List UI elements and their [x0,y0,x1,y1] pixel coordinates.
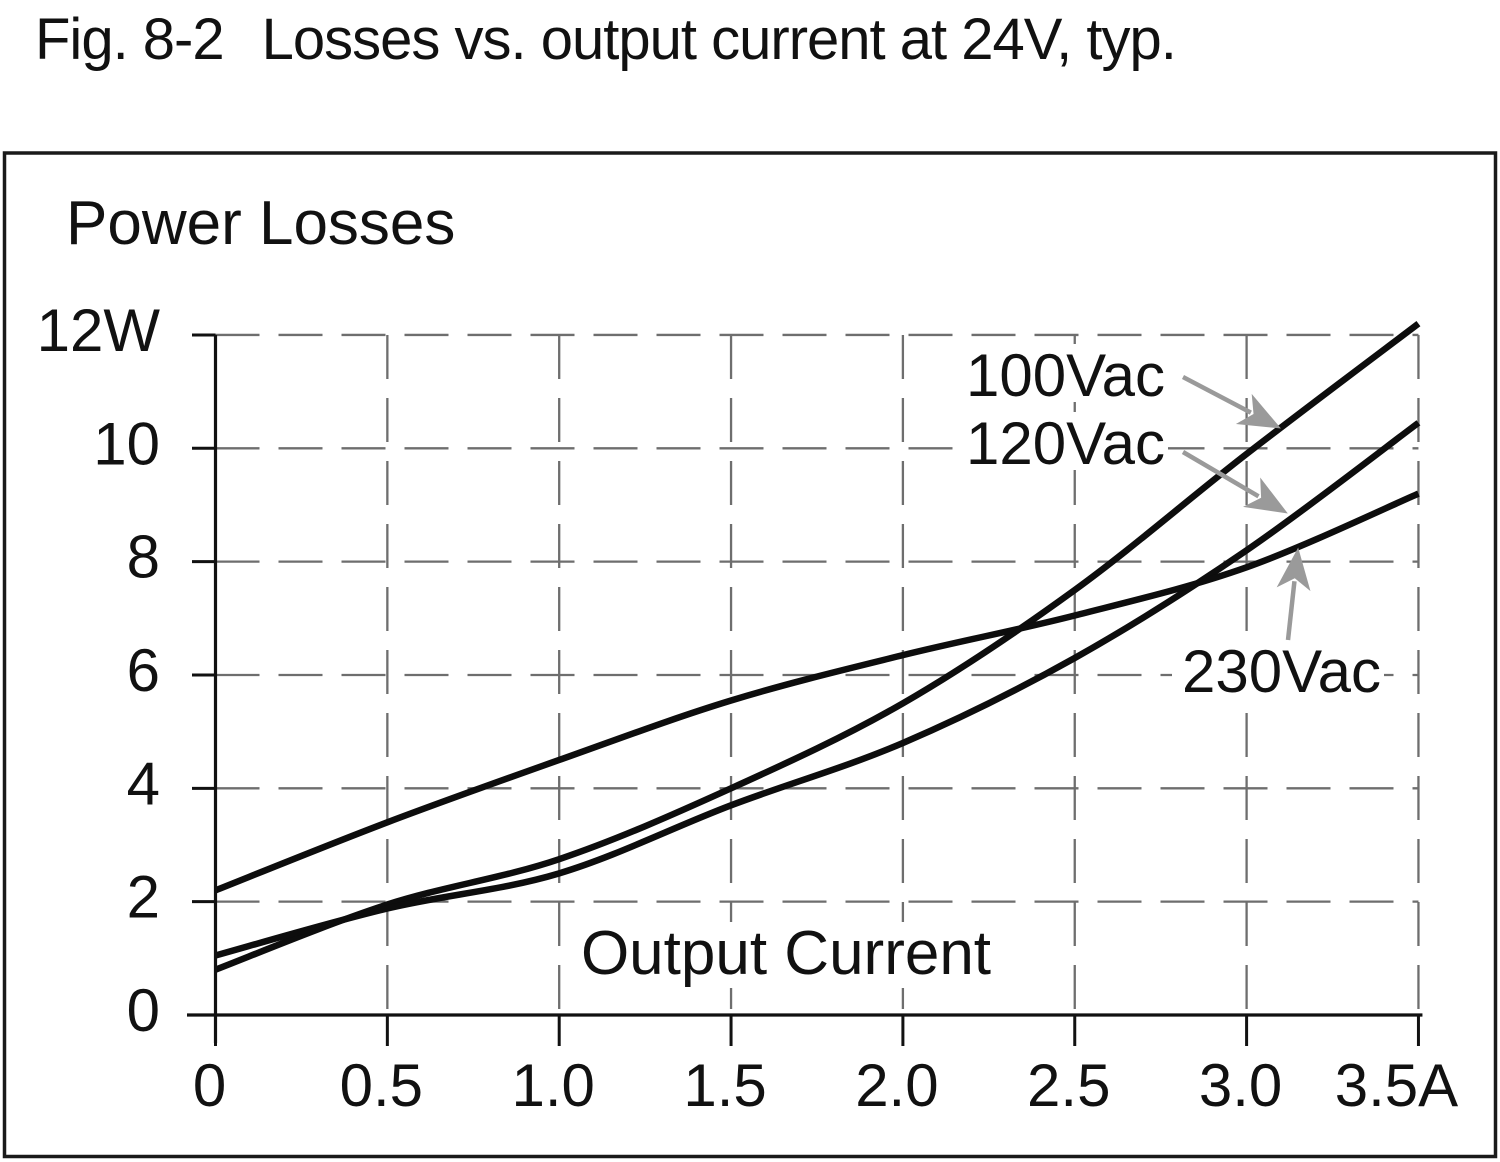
x-tick-label: 2.5 [1027,1052,1110,1119]
y-tick-label: 8 [127,524,160,591]
label-230vac-backplate [1172,642,1384,700]
y-tick-label: 10 [93,410,160,477]
curve-label-120vac: 120Vac [966,410,1165,477]
x-tick-label: 0.5 [340,1052,423,1119]
y-tick-label: 0 [127,977,160,1044]
curve-label-230vac: 230Vac [1182,638,1381,705]
x-axis-title: Output Current [581,919,991,988]
y-tick-label: 2 [127,864,160,931]
figure-caption: Losses vs. output current at 24V, typ. [261,7,1177,72]
label-120vac-backplate [956,412,1168,470]
x-tick-label: 1.5 [683,1052,766,1119]
axes-layer [187,333,1423,1046]
x-tick-label: 0 [193,1052,226,1119]
curve-label-100vac: 100Vac [966,342,1165,409]
arrow-head-100vac [1235,393,1281,429]
figure-title: Fig. 8-2 Losses vs. output current at 24V… [35,6,1177,73]
curve-100vac [214,321,1421,973]
x-tick-label: 3.5A [1335,1052,1458,1119]
xlabel-backplate [598,922,974,988]
figure-border [2,151,1498,1159]
arrow-head-120vac [1243,477,1288,514]
y-tick-label: 6 [127,637,160,704]
y-axis-title: Power Losses [66,189,455,258]
arrow-shaft-120vac [1181,450,1260,499]
y-tick-label: 12W [37,297,161,364]
x-tick-label: 1.0 [511,1052,594,1119]
arrow-shaft-100vac [1181,375,1252,415]
y-tick-label: 4 [127,750,160,817]
curves-layer [214,321,1421,973]
label-100vac-backplate [956,344,1168,402]
x-tick-label: 2.0 [855,1052,938,1119]
x-tick-label: 3.0 [1199,1052,1282,1119]
curve-230vac [214,490,1420,894]
curve-120vac [214,420,1421,959]
arrows-layer [1181,375,1311,641]
tick-labels-layer: 0 0.5 1.0 1.5 2.0 2.5 3.0 3.5A 0 2 4 6 8 10 12W [37,297,1459,1119]
arrow-head-230vac [1276,547,1311,592]
figure-number: Fig. 8-2 [35,7,225,72]
arrow-shaft-230vac [1285,581,1297,641]
